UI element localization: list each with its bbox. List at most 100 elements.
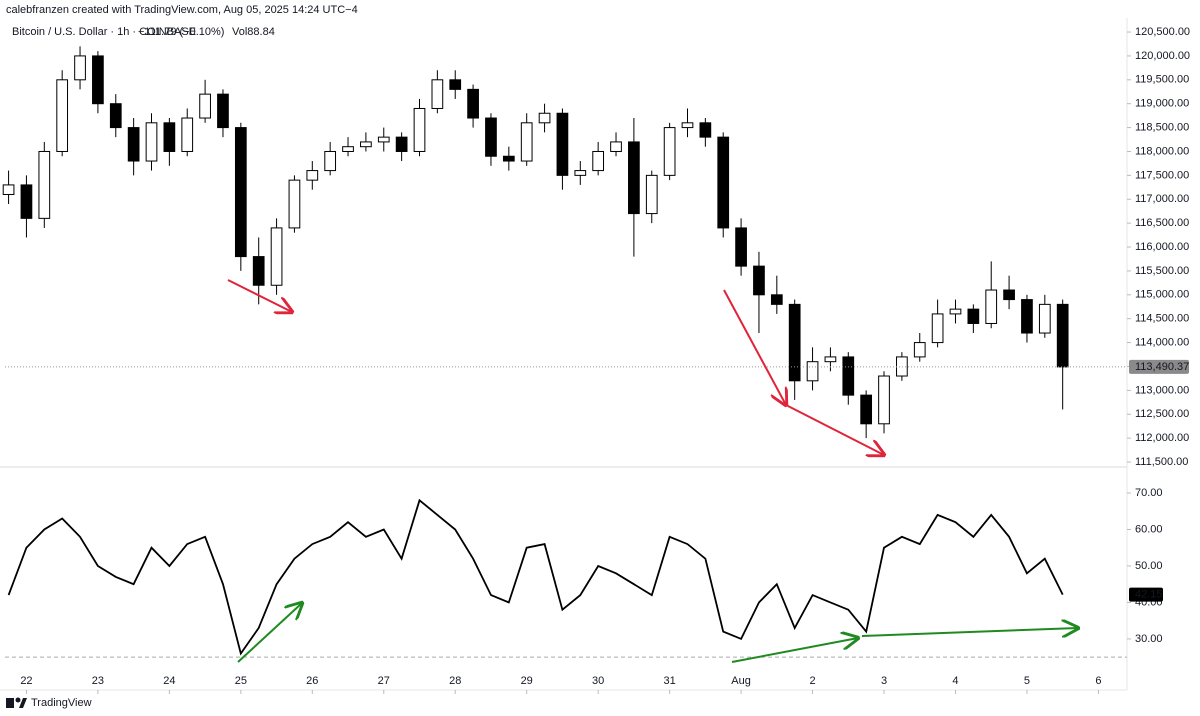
y-tick-label: 30.00 [1135, 633, 1163, 645]
annotations [227, 279, 1078, 663]
x-tick-label: 27 [378, 675, 390, 687]
candle-body [949, 308, 962, 315]
candle-body [645, 174, 658, 215]
candle-body [931, 313, 944, 344]
candle-body [92, 55, 104, 105]
x-tick-label: 22 [20, 675, 32, 687]
y-tick-label: 118,000.00 [1135, 145, 1189, 157]
y-tick-label: 117,500.00 [1135, 169, 1189, 181]
candle-body [395, 136, 408, 152]
candle-body [1056, 303, 1069, 368]
candle-body [270, 227, 283, 286]
candle-body [520, 122, 533, 162]
candle-body [145, 122, 158, 162]
y-tick-label: 50.00 [1135, 560, 1163, 572]
candle-body [127, 127, 140, 162]
candle-body [306, 170, 319, 181]
candle-body [56, 79, 69, 152]
y-tick-label: 115,000.00 [1135, 289, 1189, 301]
y-tick-label: 114,500.00 [1135, 313, 1189, 325]
brand: TradingView [31, 697, 92, 709]
y-tick-label: 113,000.00 [1135, 384, 1189, 396]
candle-body [628, 141, 640, 215]
candle-body [878, 375, 890, 425]
x-tick-label: 23 [92, 675, 104, 687]
candle-body [967, 308, 980, 324]
green-arrow [731, 638, 858, 663]
x-tick-label: 6 [1095, 675, 1101, 687]
red-arrow [227, 279, 292, 312]
y-tick-label: 116,500.00 [1135, 217, 1189, 229]
candle-body [717, 136, 730, 229]
candle-body [74, 55, 86, 81]
candle-body [860, 394, 873, 425]
y-tick-label: 112,500.00 [1135, 408, 1189, 420]
candle-body [163, 122, 176, 152]
x-tick-label: 25 [235, 675, 247, 687]
candle-body [663, 127, 676, 176]
x-tick-label: 4 [952, 675, 958, 687]
candle-body [199, 93, 211, 119]
candle-body [449, 79, 462, 90]
candle-body [413, 107, 426, 152]
candle-body [824, 356, 837, 363]
candle-body [610, 141, 622, 152]
candle-body [699, 122, 712, 138]
y-tick-label: 60.00 [1135, 523, 1163, 535]
candle-body [735, 227, 747, 267]
candle-body [985, 289, 998, 324]
red-arrow [785, 404, 884, 455]
symbol: Bitcoin / U.S. Dollar · 1h · COINBASE [12, 26, 196, 38]
candle-body [913, 342, 926, 358]
y-tick-label: 120,000.00 [1135, 50, 1190, 62]
credit: calebfranzen created with TradingView.co… [6, 4, 358, 16]
candle-body [1003, 289, 1015, 301]
candle-body [324, 150, 337, 172]
green-arrow [237, 603, 302, 663]
candle-body [770, 294, 783, 305]
last-value-label: 42.15 [1135, 588, 1163, 600]
last-price-label: 113,490.37 [1135, 361, 1189, 373]
candle-body [502, 155, 515, 162]
logo-mark [15, 697, 21, 703]
x-tick-label: 2 [809, 675, 815, 687]
x-tick-label: 5 [1024, 675, 1030, 687]
candle-body [181, 117, 194, 152]
candle-body [788, 303, 801, 382]
y-tick-label: 120,500.00 [1135, 26, 1190, 38]
candle-body [288, 179, 301, 229]
x-tick-label: Aug [731, 675, 751, 687]
candle-body [467, 88, 479, 119]
candle-body [2, 184, 15, 195]
y-tick-label: 111,500.00 [1135, 456, 1188, 468]
candle-body [806, 361, 819, 382]
candle-body [592, 150, 605, 172]
candle-body [538, 112, 551, 124]
x-tick-label: 29 [521, 675, 533, 687]
y-tick-label: 116,000.00 [1135, 241, 1189, 253]
y-tick-label: 70.00 [1135, 487, 1163, 499]
candle-body [431, 79, 444, 109]
logo [6, 697, 27, 708]
change: −111.79 (−0.10%) [138, 26, 224, 38]
last-value-box [1129, 587, 1163, 602]
last-price-box [1129, 359, 1189, 374]
x-tick-label: 30 [592, 675, 604, 687]
x-tick-label: 28 [449, 675, 461, 687]
candle-body [753, 265, 765, 296]
candle-body [1038, 303, 1051, 334]
x-tick-label: 31 [663, 675, 675, 687]
candle-body [574, 170, 587, 176]
green-arrow [861, 628, 1078, 636]
x-tick-label: 26 [306, 675, 318, 687]
rsi-line [7, 498, 1064, 656]
y-tick-label: 114,000.00 [1135, 336, 1189, 348]
candle-body [485, 117, 497, 157]
logo-mark [6, 698, 14, 708]
candle-body [252, 256, 265, 286]
candle-body [842, 356, 855, 396]
candle-body [360, 141, 372, 148]
y-tick-label: 119,000.00 [1135, 98, 1189, 110]
candle-body [20, 184, 33, 219]
candle-body [217, 93, 229, 129]
